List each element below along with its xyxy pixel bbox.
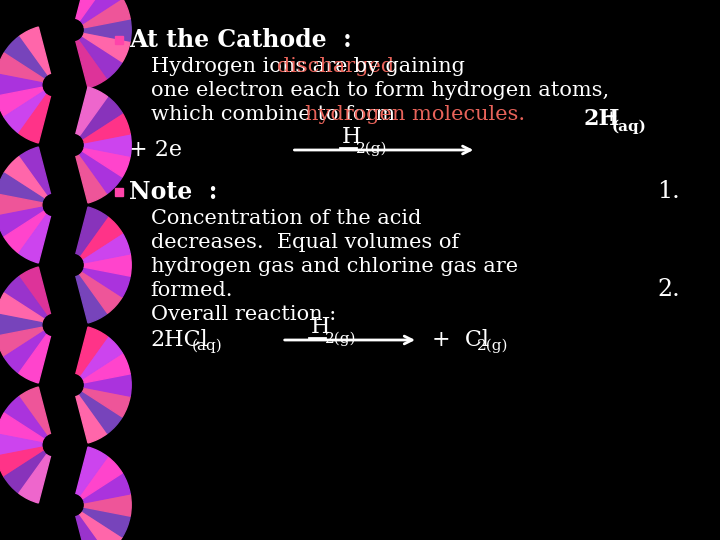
Wedge shape <box>19 335 50 383</box>
Wedge shape <box>80 337 122 379</box>
Wedge shape <box>0 173 44 202</box>
Wedge shape <box>0 314 42 336</box>
Wedge shape <box>80 272 122 313</box>
Wedge shape <box>4 91 47 133</box>
Wedge shape <box>76 327 107 375</box>
Wedge shape <box>84 494 131 516</box>
Wedge shape <box>83 473 130 503</box>
Text: At the Cathode  :: At the Cathode : <box>130 28 352 52</box>
Wedge shape <box>4 397 47 438</box>
Wedge shape <box>84 374 131 396</box>
Wedge shape <box>4 211 47 253</box>
Text: Note  :: Note : <box>130 180 217 204</box>
Text: (aq): (aq) <box>611 119 646 134</box>
Wedge shape <box>83 387 130 417</box>
Wedge shape <box>83 507 130 537</box>
Wedge shape <box>76 515 107 540</box>
Wedge shape <box>84 134 131 156</box>
Text: which combine to form: which combine to form <box>150 105 402 125</box>
Text: 2HCl: 2HCl <box>150 329 208 351</box>
Wedge shape <box>0 413 44 443</box>
Wedge shape <box>0 447 44 477</box>
Wedge shape <box>84 19 131 41</box>
Text: Overall reaction :: Overall reaction : <box>150 305 336 323</box>
Wedge shape <box>0 434 42 456</box>
Wedge shape <box>0 74 42 96</box>
Wedge shape <box>76 395 107 443</box>
Wedge shape <box>80 511 122 540</box>
Text: 1.: 1. <box>657 180 680 204</box>
Text: H: H <box>311 316 330 338</box>
Wedge shape <box>19 455 50 503</box>
Wedge shape <box>0 293 44 323</box>
Wedge shape <box>4 451 47 493</box>
Text: +: + <box>605 110 617 124</box>
Wedge shape <box>80 97 122 139</box>
Text: formed.: formed. <box>150 280 233 300</box>
Wedge shape <box>19 94 50 143</box>
Wedge shape <box>83 233 130 263</box>
Wedge shape <box>80 36 122 78</box>
Text: hydrogen molecules.: hydrogen molecules. <box>305 105 525 125</box>
Text: Hydrogen ions are: Hydrogen ions are <box>150 57 354 77</box>
Wedge shape <box>4 157 47 199</box>
Wedge shape <box>19 267 50 315</box>
Wedge shape <box>76 275 107 323</box>
Text: by gaining: by gaining <box>346 57 464 77</box>
Wedge shape <box>80 0 122 24</box>
Text: discharged: discharged <box>276 57 394 77</box>
Wedge shape <box>0 194 42 216</box>
Wedge shape <box>0 327 44 357</box>
Wedge shape <box>83 353 130 383</box>
Wedge shape <box>83 267 130 297</box>
Wedge shape <box>83 0 130 28</box>
Wedge shape <box>83 32 130 62</box>
Wedge shape <box>4 332 47 373</box>
Text: one electron each to form hydrogen atoms,: one electron each to form hydrogen atoms… <box>150 82 609 100</box>
Wedge shape <box>0 207 44 237</box>
Text: decreases.  Equal volumes of: decreases. Equal volumes of <box>150 233 459 252</box>
Wedge shape <box>76 39 107 88</box>
Wedge shape <box>80 392 122 433</box>
Text: 2(g): 2(g) <box>356 141 387 156</box>
Wedge shape <box>4 37 47 79</box>
Wedge shape <box>76 87 107 136</box>
Wedge shape <box>76 0 107 21</box>
Wedge shape <box>19 215 50 263</box>
Wedge shape <box>19 147 50 195</box>
Text: + 2e: + 2e <box>130 139 182 161</box>
Wedge shape <box>4 276 47 319</box>
Text: 2(g): 2(g) <box>477 339 509 353</box>
Wedge shape <box>19 27 50 76</box>
Text: 2.: 2. <box>657 279 680 301</box>
Text: 2(g): 2(g) <box>325 332 356 346</box>
Wedge shape <box>80 151 122 193</box>
Wedge shape <box>83 147 130 177</box>
Text: H: H <box>342 126 361 148</box>
Text: hydrogen gas and chlorine gas are: hydrogen gas and chlorine gas are <box>150 256 518 275</box>
Wedge shape <box>76 154 107 203</box>
Wedge shape <box>76 207 107 255</box>
Wedge shape <box>19 387 50 435</box>
Text: 2H: 2H <box>583 108 620 130</box>
Wedge shape <box>0 87 44 117</box>
Wedge shape <box>83 113 130 143</box>
Text: Concentration of the acid: Concentration of the acid <box>150 208 421 227</box>
Wedge shape <box>80 457 122 498</box>
Wedge shape <box>0 53 44 83</box>
Wedge shape <box>80 217 122 259</box>
Text: +  Cl: + Cl <box>433 329 490 351</box>
Wedge shape <box>76 447 107 495</box>
Text: (aq): (aq) <box>192 339 222 353</box>
Wedge shape <box>84 254 131 276</box>
